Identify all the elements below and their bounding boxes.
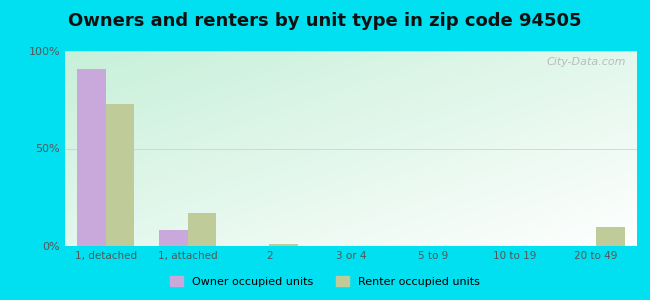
Bar bbox=[77, 68, 106, 246]
Text: City-Data.com: City-Data.com bbox=[546, 57, 625, 67]
Text: Owners and renters by unit type in zip code 94505: Owners and renters by unit type in zip c… bbox=[68, 12, 582, 30]
Bar bbox=[269, 244, 298, 246]
Bar bbox=[106, 103, 135, 246]
Bar bbox=[596, 226, 625, 246]
Bar bbox=[188, 213, 216, 246]
Bar bbox=[159, 230, 188, 246]
Legend: Owner occupied units, Renter occupied units: Owner occupied units, Renter occupied un… bbox=[166, 272, 484, 291]
